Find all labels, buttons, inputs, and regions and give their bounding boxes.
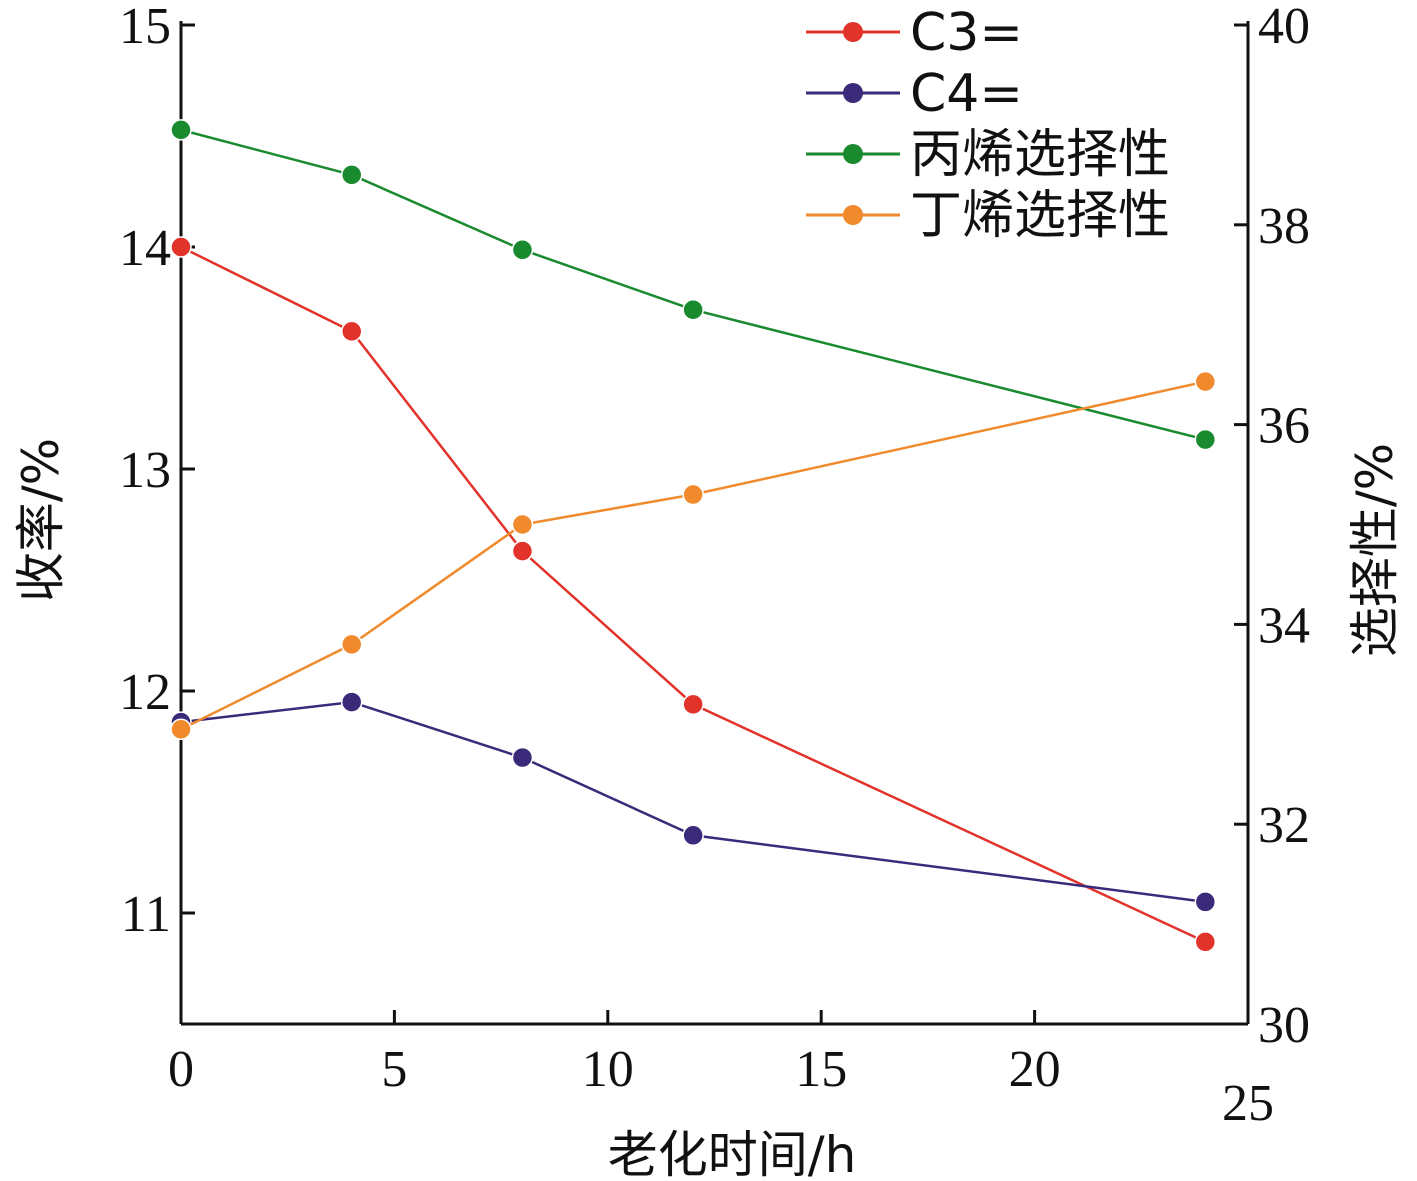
data-point — [1194, 891, 1217, 913]
y-left-tick-label: 14 — [119, 220, 171, 277]
x-tick-label: 25 — [1222, 1075, 1274, 1132]
data-point — [511, 746, 534, 769]
y-left-tick-label: 15 — [119, 0, 171, 55]
data-point — [170, 119, 192, 141]
axes: 0 5 10 15 20 25 11 12 13 14 15 30 32 34 36 38 40 — [119, 0, 1310, 1132]
legend-marker — [843, 144, 863, 164]
legend-label: 丁烯选择性 — [910, 186, 1170, 246]
legend-marker — [843, 205, 863, 225]
data-point — [1194, 931, 1217, 953]
legend-marker — [843, 22, 863, 42]
data-point — [170, 236, 192, 258]
x-axis-title: 老化时间/h — [608, 1126, 857, 1181]
legend-item: C4= — [806, 64, 1023, 124]
y-right-tick-label: 32 — [1258, 797, 1310, 854]
x-tick-label: 20 — [1009, 1041, 1061, 1098]
data-point — [1194, 370, 1217, 393]
series-3 — [170, 119, 1217, 451]
x-tick-label: 5 — [381, 1041, 407, 1098]
y-left-tick-label: 11 — [121, 886, 171, 943]
legend-marker — [843, 83, 863, 103]
y-right-tick-label: 34 — [1258, 597, 1310, 654]
series-2 — [170, 691, 1217, 913]
legend-label: 丙烯选择性 — [910, 125, 1170, 185]
y-right-tick-label: 40 — [1258, 0, 1310, 55]
series-4 — [170, 370, 1217, 741]
y-left-tick-label: 12 — [119, 664, 171, 721]
data-point — [340, 164, 363, 186]
y-right-tick-label: 30 — [1258, 997, 1310, 1054]
x-tick-label: 15 — [795, 1041, 847, 1098]
data-point — [511, 239, 534, 261]
data-point — [170, 718, 192, 741]
y-left-axis-title: 收率/% — [12, 438, 70, 602]
legend-item: 丁烯选择性 — [806, 186, 1170, 246]
x-tick-label: 0 — [168, 1041, 194, 1098]
legend-label: C4= — [910, 64, 1023, 124]
data-point — [682, 693, 704, 716]
series-line — [180, 380, 1206, 731]
data-point — [682, 298, 704, 321]
y-right-tick-label: 38 — [1258, 198, 1310, 255]
data-point — [682, 483, 704, 506]
data-point — [340, 633, 363, 656]
data-point — [511, 540, 534, 562]
data-point — [340, 320, 363, 343]
legend-label: C3= — [910, 3, 1023, 63]
data-point — [682, 824, 704, 847]
x-tick-label: 10 — [582, 1041, 634, 1098]
data-point — [511, 513, 534, 536]
y-right-tick-label: 36 — [1258, 398, 1310, 455]
legend-item: 丙烯选择性 — [806, 125, 1170, 185]
legend-item: C3= — [806, 3, 1023, 63]
data-point — [340, 691, 363, 713]
y-left-tick-label: 13 — [119, 442, 171, 499]
y-right-axis-title: 选择性/% — [1346, 443, 1404, 657]
series-1 — [170, 236, 1217, 953]
data-point — [1194, 428, 1217, 451]
series-layer — [170, 119, 1217, 953]
